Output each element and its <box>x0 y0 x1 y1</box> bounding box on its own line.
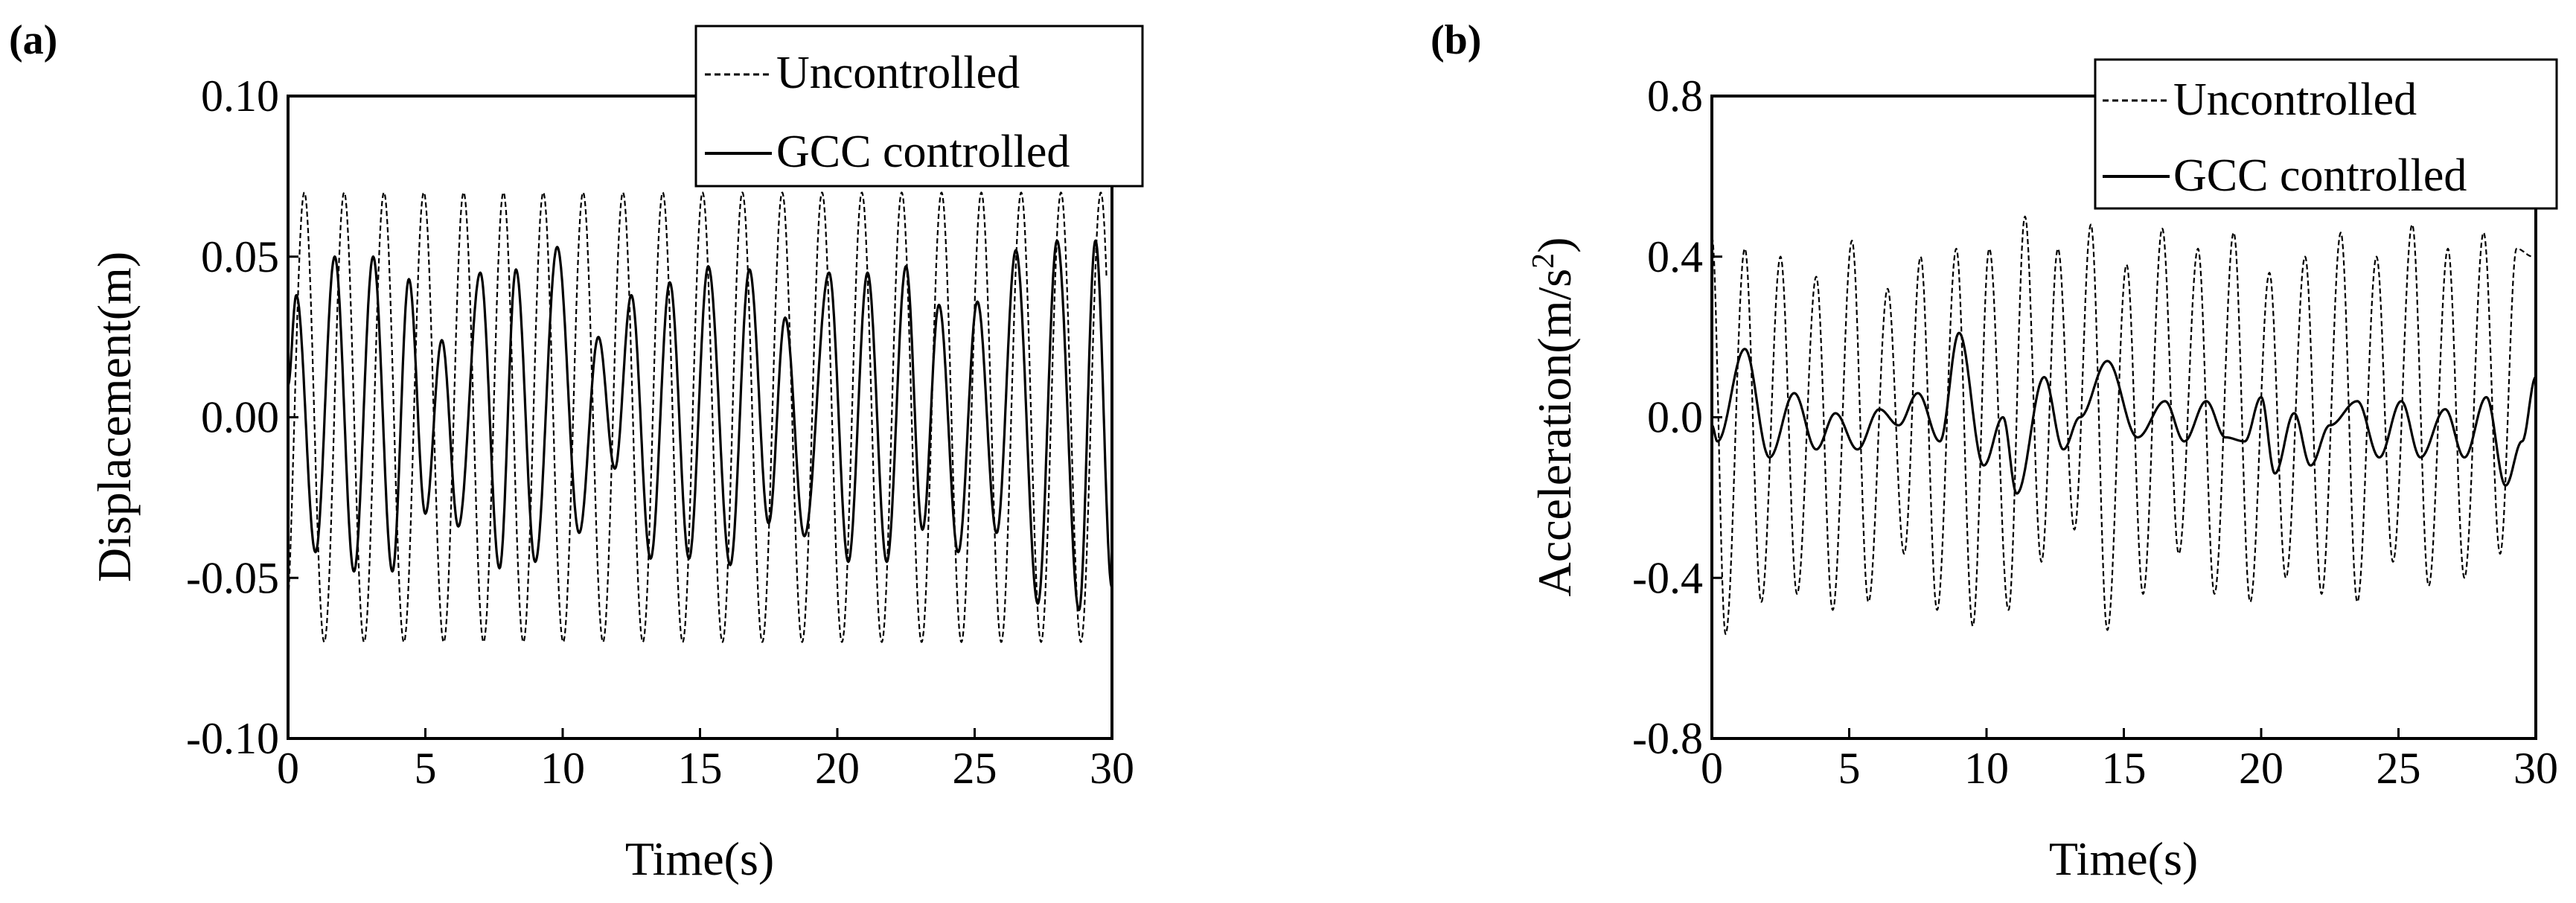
panel-b-label: (b) <box>1431 17 1481 63</box>
panel-b-y-tick-label: 0.8 <box>1647 71 1703 121</box>
panel-b-x-tick-label: 15 <box>2102 744 2147 793</box>
panel-a-x-axis-title: Time(s) <box>625 832 774 885</box>
panel-a-y-tick-label: -0.10 <box>186 714 279 763</box>
panel-b-y-ticks: -0.8 -0.4 0.0 0.4 0.8 <box>1632 71 1722 763</box>
panel-b-x-tick-label: 10 <box>1964 744 2009 793</box>
panel-a-x-tick-label: 10 <box>540 744 585 793</box>
panel-a-x-tick-label: 15 <box>678 744 723 793</box>
panel-b-x-tick-label: 30 <box>2513 744 2558 793</box>
panel-b-y-tick-label: 0.0 <box>1647 393 1703 442</box>
panel-a-y-tick-label: 0.00 <box>201 393 279 442</box>
panel-a-x-tick-label: 0 <box>277 744 299 793</box>
panel-a-y-ticks: -0.10 -0.05 0.00 0.05 0.10 <box>186 71 298 763</box>
panel-b-y-axis-title-suffix: ) <box>1528 237 1581 253</box>
panel-a-series-gcc-controlled-line <box>287 239 1113 611</box>
panel-a-plot-frame <box>287 95 1113 740</box>
panel-b-series <box>1710 215 2537 635</box>
panel-b-y-axis-title-main: Acceleration(m/s <box>1528 269 1581 597</box>
panel-b-legend-label-gcc: GCC controlled <box>2173 150 2467 201</box>
panel-b-y-tick-label: 0.4 <box>1647 232 1703 281</box>
panel-b-series-uncontrolled-line <box>1710 215 2534 635</box>
panel-b-legend: Uncontrolled GCC controlled <box>2094 58 2558 210</box>
panel-b-legend-label-uncontrolled: Uncontrolled <box>2173 74 2417 125</box>
panel-a-y-axis-title: Displacement(m) <box>88 252 141 582</box>
panel-a-legend-label-gcc: GCC controlled <box>776 127 1070 177</box>
panel-a-y-tick-label: -0.05 <box>186 553 279 602</box>
panel-a-legend-label-uncontrolled: Uncontrolled <box>776 48 1020 98</box>
panel-a-label: (a) <box>9 17 57 63</box>
panel-b-legend-box <box>2094 58 2558 210</box>
panel-a-x-tick-label: 20 <box>815 744 860 793</box>
panel-a-x-tick-label: 5 <box>415 744 437 793</box>
panel-a-y-tick-label: 0.05 <box>201 232 279 281</box>
panel-b-y-tick-label: -0.8 <box>1632 714 1703 763</box>
panel-a-legend-box <box>694 25 1144 188</box>
panel-a-x-ticks: 0 5 10 15 20 25 30 <box>277 728 1134 793</box>
panel-b-x-axis-title: Time(s) <box>2049 832 2198 885</box>
panel-a-series-uncontrolled-line <box>287 191 1108 643</box>
panel-a-legend: Uncontrolled GCC controlled <box>694 25 1144 188</box>
panel-a-series <box>287 191 1113 643</box>
panel-b-chart: (b) -0.8 -0.4 0.0 0.4 0.8 0 5 10 15 20 25 30 Time(… <box>1431 17 2558 885</box>
panel-a-chart: (a) -0.10-0.050.000.050.10 0 5 10 15 20 25 30 … <box>9 17 1144 885</box>
panel-b-x-tick-label: 5 <box>1838 744 1861 793</box>
panel-b-y-tick-label: -0.4 <box>1632 553 1703 602</box>
panel-a-x-tick-label: 25 <box>953 744 997 793</box>
panel-a-y-tick-label: 0.10 <box>201 71 279 121</box>
panel-b-x-tick-label: 20 <box>2239 744 2283 793</box>
panel-b-y-axis-title: Acceleration(m/s2) <box>1527 237 1581 597</box>
panel-b-x-tick-label: 0 <box>1701 744 1723 793</box>
panel-b-x-tick-label: 25 <box>2377 744 2421 793</box>
panel-b-x-ticks: 0 5 10 15 20 25 30 <box>1701 728 2558 793</box>
panel-b-series-gcc-controlled-line <box>1711 331 2537 495</box>
panel-a-x-tick-label: 30 <box>1090 744 1134 793</box>
panel-b-y-axis-title-superscript: 2 <box>1527 253 1561 269</box>
